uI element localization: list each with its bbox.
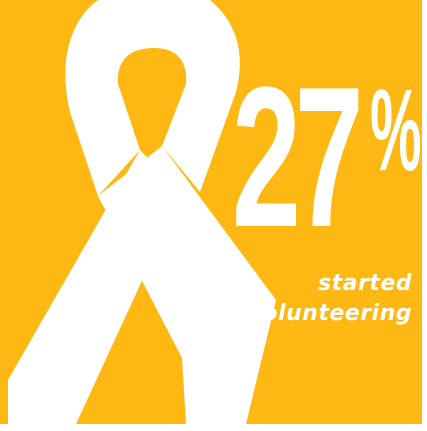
ribbon-tail-right [98, 146, 276, 424]
ribbon-loop [65, 0, 240, 196]
stat-caption: started volunteering [212, 269, 412, 329]
caption-line-2: volunteering [247, 301, 412, 326]
stat-unit: % [370, 65, 422, 195]
caption-line-1: started [318, 271, 412, 296]
awareness-ribbon-icon [8, 0, 276, 424]
stat-value: 27 [232, 46, 364, 269]
infographic-panel: 27 % started volunteering [0, 0, 422, 424]
stat-percentage: 27 % [232, 58, 422, 258]
